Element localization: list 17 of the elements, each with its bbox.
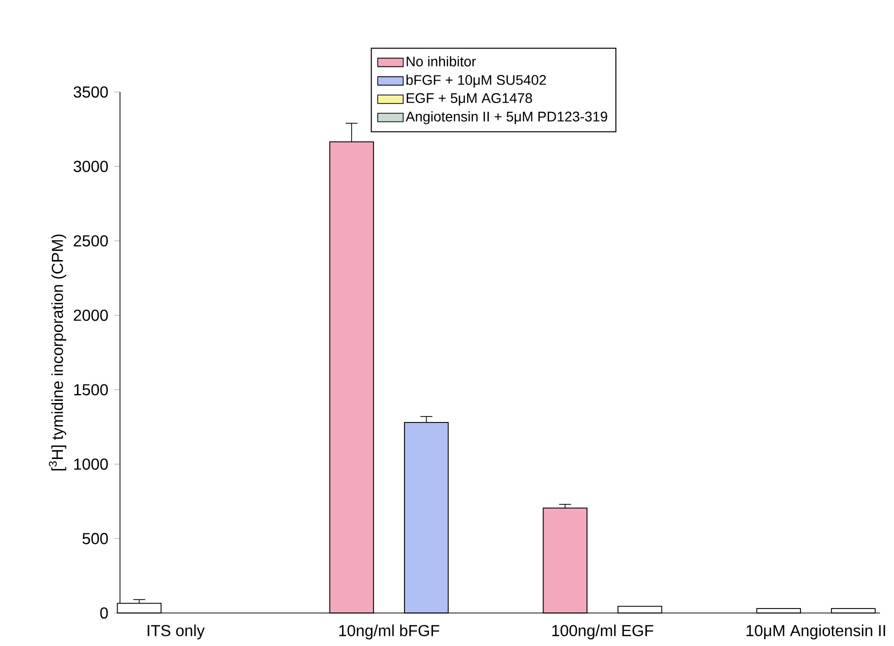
y-tick-label: 0 xyxy=(100,607,108,619)
x-tick-label: 10μM Angiotensin II xyxy=(746,624,886,640)
legend-label: EGF + 5μM AG1478 xyxy=(406,93,532,106)
x-tick-label: 10ng/ml bFGF xyxy=(339,624,440,640)
y-axis-title: [$^{3}$H] tymidine incorporation (CPM) xyxy=(48,234,66,470)
x-tick-label: ITS only xyxy=(148,624,205,640)
y-tick-label: 3500 xyxy=(74,86,108,98)
y-tick-label: 1000 xyxy=(74,458,108,470)
legend-label: bFGF + 10μM SU5402 xyxy=(406,74,546,88)
y-tick-label: 1500 xyxy=(74,384,108,396)
x-tick-label: 100ng/ml EGF xyxy=(552,624,654,640)
legend-label: Angiotensin II + 5μM PD123-319 xyxy=(406,111,608,124)
y-tick-label: 2500 xyxy=(74,235,108,246)
y-tick-label: 500 xyxy=(82,532,108,544)
y-tick-label: 2000 xyxy=(74,310,108,321)
legend-label: No inhibitor xyxy=(406,56,476,66)
y-tick-label: 3000 xyxy=(74,160,108,172)
